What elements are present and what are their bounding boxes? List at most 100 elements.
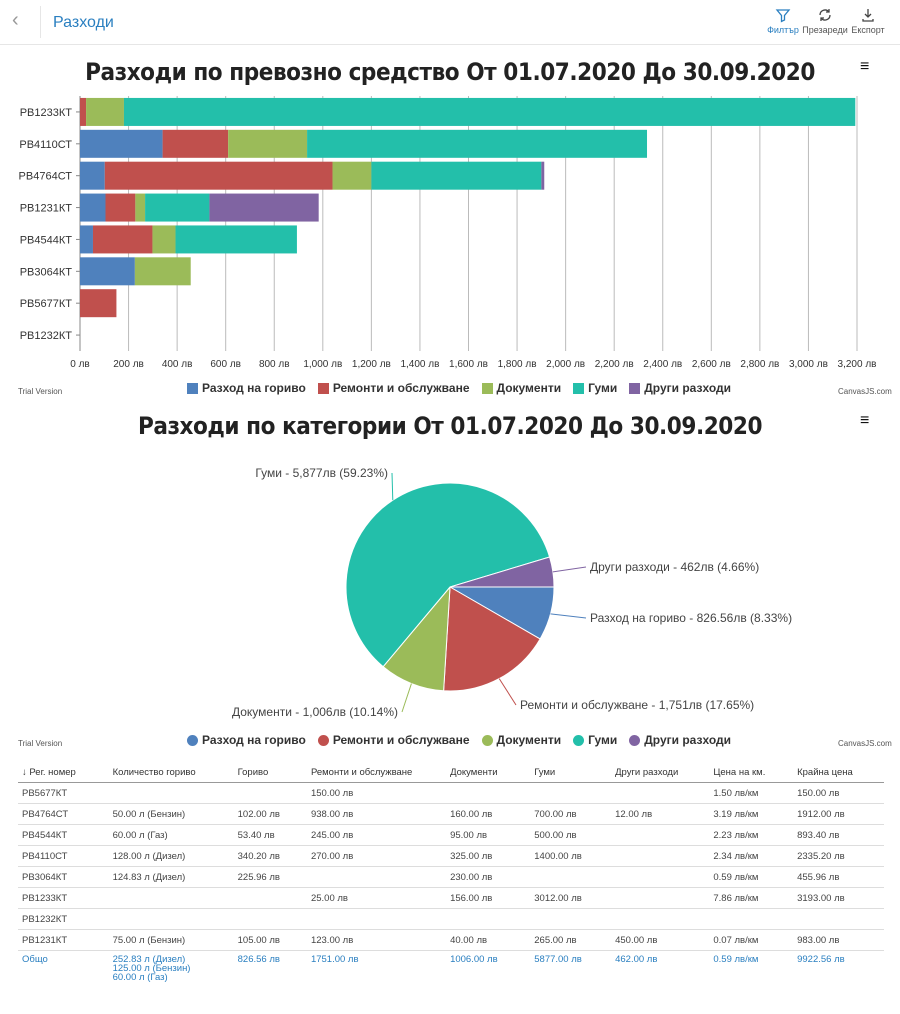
- table-cell: 3012.00 лв: [530, 887, 612, 909]
- column-header[interactable]: Други разходи: [611, 762, 710, 783]
- table-cell: 150.00 лв: [793, 782, 884, 804]
- total-cell: 462.00 лв: [615, 954, 658, 965]
- bar-chart-credit[interactable]: CanvasJS.com: [838, 387, 892, 396]
- bar-segment[interactable]: [332, 161, 372, 190]
- bar-segment[interactable]: [80, 225, 93, 254]
- legend-item[interactable]: Гуми: [573, 381, 617, 395]
- table-cell: 75.00 л (Бензин): [108, 929, 234, 951]
- column-header[interactable]: Документи: [446, 762, 531, 783]
- table-row[interactable]: РВ4110СТ 128.00 л (Дизел) 340.20 лв 270.00 …: [18, 845, 884, 867]
- table-cell: 7.86 лв/км: [709, 887, 794, 909]
- legend-marker: [317, 734, 329, 746]
- bar-x-tick-label: 1,200 лв: [352, 359, 391, 370]
- bar-x-tick-label: 3,000 лв: [789, 359, 828, 370]
- bar-x-tick-label: 2,200 лв: [595, 359, 634, 370]
- table-cell: 225.96 лв: [233, 866, 307, 888]
- table-cell: [233, 782, 307, 804]
- legend-item[interactable]: Документи: [481, 381, 561, 395]
- pie-slice[interactable]: [449, 556, 555, 588]
- bar-segment[interactable]: [152, 225, 176, 254]
- table-cell: 450.00 лв: [611, 929, 710, 951]
- pie-data-label: Гуми - 5,877лв (59.23%): [255, 466, 388, 480]
- legend-item[interactable]: Ремонти и обслужване: [317, 381, 470, 395]
- column-header[interactable]: Гуми: [530, 762, 612, 783]
- bar-segment[interactable]: [86, 97, 124, 126]
- bar-segment[interactable]: [92, 225, 153, 254]
- table-cell: [108, 782, 234, 804]
- column-header[interactable]: Количество гориво: [108, 762, 234, 783]
- pie-slice[interactable]: [443, 586, 541, 692]
- pie-chart-legend: Разход на гориво Ремонти и обслужване Доку…: [187, 733, 731, 747]
- table-row[interactable]: РВ4764СТ 50.00 л (Бензин) 102.00 лв 938.00 …: [18, 803, 884, 825]
- table-cell: 2335.20 лв: [793, 845, 884, 867]
- legend-marker: [317, 382, 329, 394]
- legend-marker: [573, 382, 585, 394]
- legend-marker: [629, 382, 641, 394]
- pie-chart-menu-icon[interactable]: ≡: [860, 412, 870, 429]
- bar-segment[interactable]: [134, 257, 191, 286]
- legend-item[interactable]: Разход на гориво: [187, 381, 306, 395]
- table-row[interactable]: РВ5677КТ 150.00 лв 1.50 лв/км 150.00 лв: [18, 782, 884, 804]
- column-header[interactable]: Крайна цена: [793, 762, 884, 783]
- refresh-button[interactable]: Презареди: [802, 7, 848, 35]
- total-cell: 1006.00 лв: [450, 954, 498, 965]
- table-cell: 2.34 лв/км: [709, 845, 794, 867]
- bar-chart-menu-icon[interactable]: ≡: [860, 58, 870, 75]
- bar-segment[interactable]: [371, 161, 542, 190]
- bar-segment[interactable]: [228, 129, 308, 158]
- column-header[interactable]: Гориво: [233, 762, 307, 783]
- legend-item[interactable]: Други разходи: [629, 733, 731, 747]
- table-cell: 230.00 лв: [446, 866, 531, 888]
- bar-segment[interactable]: [104, 161, 333, 190]
- download-icon: [862, 9, 874, 22]
- sortable-column-header[interactable]: ↓ Рег. номер: [18, 762, 109, 783]
- legend-item[interactable]: Ремонти и обслужване: [317, 733, 470, 747]
- table-row[interactable]: РВ1231КТ 75.00 л (Бензин) 105.00 лв 123.00 …: [18, 929, 884, 951]
- bar-segment[interactable]: [145, 193, 210, 222]
- filter-button[interactable]: Филтър: [760, 7, 806, 35]
- bar-segment[interactable]: [80, 289, 117, 318]
- table-row[interactable]: РВ1233КТ 25.00 лв 156.00 лв 3012.00 лв 7.86 …: [18, 887, 884, 909]
- bar-segment[interactable]: [105, 193, 136, 222]
- bar-segment[interactable]: [307, 129, 648, 158]
- bar-segment[interactable]: [80, 193, 106, 222]
- chevron-left-icon[interactable]: ‹: [12, 9, 19, 31]
- legend-item[interactable]: Документи: [481, 733, 561, 747]
- table-cell: [611, 866, 710, 888]
- pie-chart-title: Разходи по категории От 01.07.2020 До 30…: [137, 412, 763, 440]
- bar-segment[interactable]: [80, 97, 87, 126]
- bar-segment[interactable]: [123, 97, 856, 126]
- column-header[interactable]: Ремонти и обслужване: [306, 762, 447, 783]
- table-row[interactable]: РВ3064КТ 124.83 л (Дизел) 225.96 лв 230.00 …: [18, 866, 884, 888]
- legend-label: Гуми: [588, 381, 618, 395]
- legend-label: Други разходи: [644, 381, 731, 395]
- table-cell: 1912.00 лв: [793, 803, 884, 825]
- table-cell: 95.00 лв: [446, 824, 531, 846]
- table-row[interactable]: РВ1232КТ: [18, 908, 884, 930]
- bar-segment[interactable]: [175, 225, 297, 254]
- column-header[interactable]: Цена на км.: [709, 762, 794, 783]
- bar-segment[interactable]: [135, 193, 146, 222]
- pie-chart-credit[interactable]: CanvasJS.com: [838, 739, 892, 748]
- bar-segment[interactable]: [209, 193, 319, 222]
- legend-marker: [481, 382, 493, 394]
- export-button[interactable]: Експорт: [845, 7, 891, 35]
- legend-item[interactable]: Разход на гориво: [187, 733, 306, 747]
- bar-segment[interactable]: [80, 161, 105, 190]
- pie-label-line: [391, 472, 394, 501]
- legend-item[interactable]: Други разходи: [629, 381, 731, 395]
- table-cell: 3193.00 лв: [793, 887, 884, 909]
- bar-segment[interactable]: [80, 129, 163, 158]
- table-cell: 340.20 лв: [233, 845, 307, 867]
- legend-item[interactable]: Гуми: [573, 733, 617, 747]
- table-cell: [709, 908, 794, 930]
- bar-segment[interactable]: [80, 257, 135, 286]
- bar-segment[interactable]: [162, 129, 229, 158]
- table-cell: 156.00 лв: [446, 887, 531, 909]
- bar-segment[interactable]: [541, 161, 545, 190]
- bar-y-tick-label: РВ5677КТ: [20, 298, 73, 310]
- table-cell: 50.00 л (Бензин): [108, 803, 234, 825]
- table-row[interactable]: РВ4544КТ 60.00 л (Газ) 53.40 лв 245.00 лв 95…: [18, 824, 884, 846]
- table-cell: 128.00 л (Дизел): [108, 845, 234, 867]
- table-cell: 265.00 лв: [530, 929, 612, 951]
